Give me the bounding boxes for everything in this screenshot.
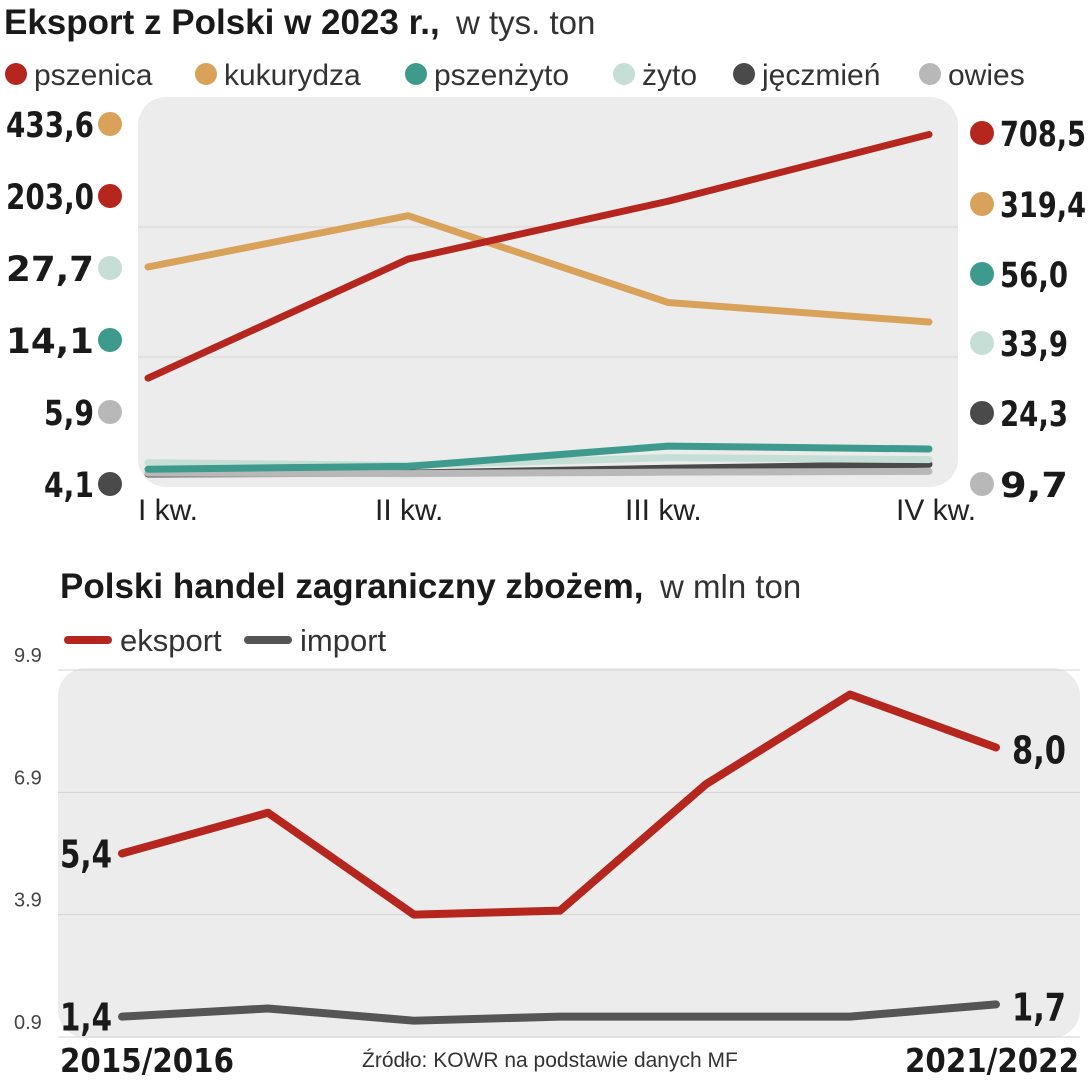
start-marker-owies (98, 400, 122, 424)
chart2-legend: eksport import (64, 623, 387, 658)
start-marker-pszenżyto (98, 328, 122, 352)
end-value-eksport: 8,0 (1012, 728, 1066, 772)
legend-marker-kukurydza (195, 63, 217, 85)
chart1-subtitle: w tys. ton (455, 4, 595, 41)
chart2-title: Polski handel zagraniczny zbożem, (60, 567, 643, 606)
legend-label-owies: owies (948, 59, 1025, 92)
chart1-end-labels: 708,5 319,4 56,0 33,9 24,3 9,7 (970, 115, 1086, 506)
x-tick-label: III kw. (625, 494, 702, 527)
chart2-subtitle: w mln ton (659, 568, 801, 605)
x-tick-label: IV kw. (896, 494, 976, 527)
end-marker-kukurydza (970, 192, 994, 216)
legend-label-pszenica: pszenica (34, 59, 153, 92)
start-marker-kukurydza (98, 112, 122, 136)
x-tick-label: II kw. (375, 494, 443, 527)
end-marker-żyto (970, 331, 994, 355)
chart1-series (144, 130, 933, 478)
chart2-plot-background (58, 668, 1080, 1038)
y-tick-label: 9.9 (14, 645, 42, 667)
start-marker-żyto (98, 256, 122, 280)
legend-label-jęczmień: jęczmień (761, 59, 880, 92)
legend-marker-jęczmień (733, 63, 755, 85)
series-line-kukurydza (144, 212, 933, 326)
end-label-żyto: 33,9 (1000, 325, 1068, 365)
end-marker-pszenica (970, 121, 994, 145)
start-marker-pszenica (98, 184, 122, 208)
start-label-pszenżyto: 14,1 (6, 322, 94, 362)
end-marker-owies (970, 472, 994, 496)
series-line-żyto (144, 454, 933, 469)
series-line-import (118, 1000, 1000, 1025)
chart1-plot-background (138, 97, 958, 487)
end-label-kukurydza: 319,4 (1000, 186, 1086, 226)
y-tick-label: 3.9 (14, 890, 42, 912)
end-label-owies: 9,7 (1000, 466, 1068, 506)
chart2-x-axis: 2015/2016 2021/2022 (60, 1041, 1079, 1080)
series-line-owies (144, 467, 933, 478)
legend-marker-żyto (613, 63, 635, 85)
end-value-import: 1,7 (1012, 985, 1066, 1029)
end-label-jęczmień: 24,3 (1000, 395, 1068, 435)
source-note: Źródło: KOWR na podstawie danych MF (362, 1049, 738, 1072)
series-line-eksport (118, 690, 1000, 919)
legend-marker-pszenżyto (405, 63, 427, 85)
start-marker-jęczmień (98, 472, 122, 496)
x-tick-label-last: 2021/2022 (905, 1041, 1079, 1080)
legend-label-eksport: eksport (120, 623, 222, 658)
y-tick-label: 6.9 (14, 767, 42, 789)
chart2-series (118, 690, 1000, 1025)
end-marker-pszenżyto (970, 262, 994, 286)
legend-label-import: import (300, 623, 387, 658)
chart1-legend: pszenica kukurydza pszenżyto żyto jęczmień ow… (5, 59, 1025, 92)
legend-label-kukurydza: kukurydza (224, 59, 361, 92)
series-line-pszenżyto (144, 442, 933, 473)
chart1-start-labels: 433,6 203,0 27,7 14,1 5,9 4,1 (6, 106, 122, 506)
start-label-żyto: 27,7 (6, 250, 94, 290)
start-label-owies: 5,9 (44, 394, 94, 434)
legend-label-żyto: żyto (642, 59, 697, 92)
end-label-pszenica: 708,5 (1000, 115, 1086, 155)
chart1-x-axis: I kw. II kw. III kw. IV kw. (138, 494, 976, 527)
series-line-pszenica (144, 130, 933, 382)
end-marker-jęczmień (970, 401, 994, 425)
chart2-y-axis: 9.9 6.9 3.9 0.9 (14, 645, 42, 1034)
x-tick-label: I kw. (138, 494, 198, 527)
chart1-title: Eksport z Polski w 2023 r., (4, 3, 440, 42)
legend-marker-owies (919, 63, 941, 85)
chart2-gridlines (58, 669, 1080, 1038)
start-label-kukurydza: 433,6 (6, 106, 94, 146)
y-tick-label: 0.9 (14, 1012, 42, 1034)
start-value-eksport: 5,4 (60, 833, 112, 877)
end-label-pszenżyto: 56,0 (1000, 256, 1068, 296)
start-value-import: 1,4 (60, 996, 112, 1040)
start-label-jęczmień: 4,1 (44, 466, 94, 506)
legend-marker-pszenica (5, 63, 27, 85)
x-tick-label-first: 2015/2016 (60, 1041, 234, 1080)
legend-label-pszenżyto: pszenżyto (434, 59, 569, 92)
chart2-value-labels: 5,4 8,0 1,4 1,7 (60, 728, 1066, 1039)
start-label-pszenica: 203,0 (6, 178, 94, 218)
